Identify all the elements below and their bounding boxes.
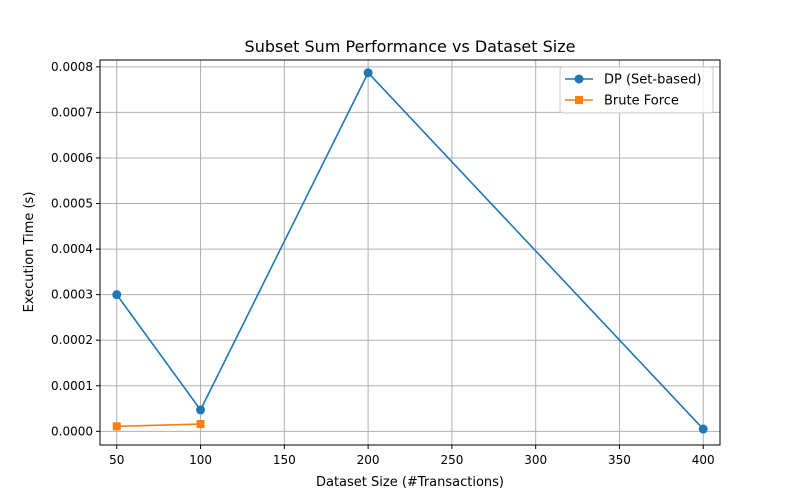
x-axis-ticks: 50 100 150 200 250 300 350 400 <box>109 445 715 467</box>
x-tick-label: 400 <box>692 453 715 467</box>
series-brute-force <box>112 420 205 431</box>
series-line <box>116 71 704 430</box>
legend-marker <box>575 96 583 104</box>
data-point <box>363 68 373 78</box>
y-axis-ticks: 0.0000 0.0001 0.0002 0.0003 0.0004 0.0005 0.00… <box>51 60 100 438</box>
x-tick-label: 150 <box>273 453 296 467</box>
y-tick-label: 0.0005 <box>51 197 93 211</box>
legend-item: Brute Force <box>565 94 679 109</box>
series-dp-set-based <box>112 68 708 434</box>
y-tick-label: 0.0003 <box>51 288 93 302</box>
data-point <box>112 422 121 431</box>
x-axis-label: Dataset Size (#Transactions) <box>316 475 504 490</box>
x-tick-label: 100 <box>189 453 212 467</box>
y-tick-label: 0.0000 <box>51 424 93 438</box>
y-tick-label: 0.0008 <box>51 60 93 74</box>
data-point <box>698 424 708 434</box>
data-point <box>112 290 122 300</box>
series-layer <box>112 68 708 434</box>
x-tick-label: 300 <box>524 453 547 467</box>
x-tick-label: 250 <box>440 453 463 467</box>
chart-title: Subset Sum Performance vs Dataset Size <box>245 37 576 56</box>
x-tick-label: 350 <box>608 453 631 467</box>
y-tick-label: 0.0004 <box>51 242 93 256</box>
legend-marker <box>574 74 584 84</box>
x-tick-label: 200 <box>357 453 380 467</box>
y-axis-label: Execution Time (s) <box>22 192 37 313</box>
legend: DP (Set-based) Brute Force <box>559 66 714 114</box>
legend-item: DP (Set-based) <box>565 73 701 88</box>
legend-label: DP (Set-based) <box>604 73 701 88</box>
legend-label: Brute Force <box>604 94 679 109</box>
series-line <box>116 423 201 428</box>
data-point <box>196 405 206 415</box>
plot-area-frame <box>99 59 721 446</box>
y-tick-label: 0.0001 <box>51 379 93 393</box>
x-tick-label: 50 <box>109 453 124 467</box>
data-point <box>196 420 205 429</box>
y-tick-label: 0.0002 <box>51 333 93 347</box>
y-tick-label: 0.0006 <box>51 151 93 165</box>
y-tick-label: 0.0007 <box>51 105 93 119</box>
grid <box>100 60 720 445</box>
legend-box <box>559 66 714 114</box>
